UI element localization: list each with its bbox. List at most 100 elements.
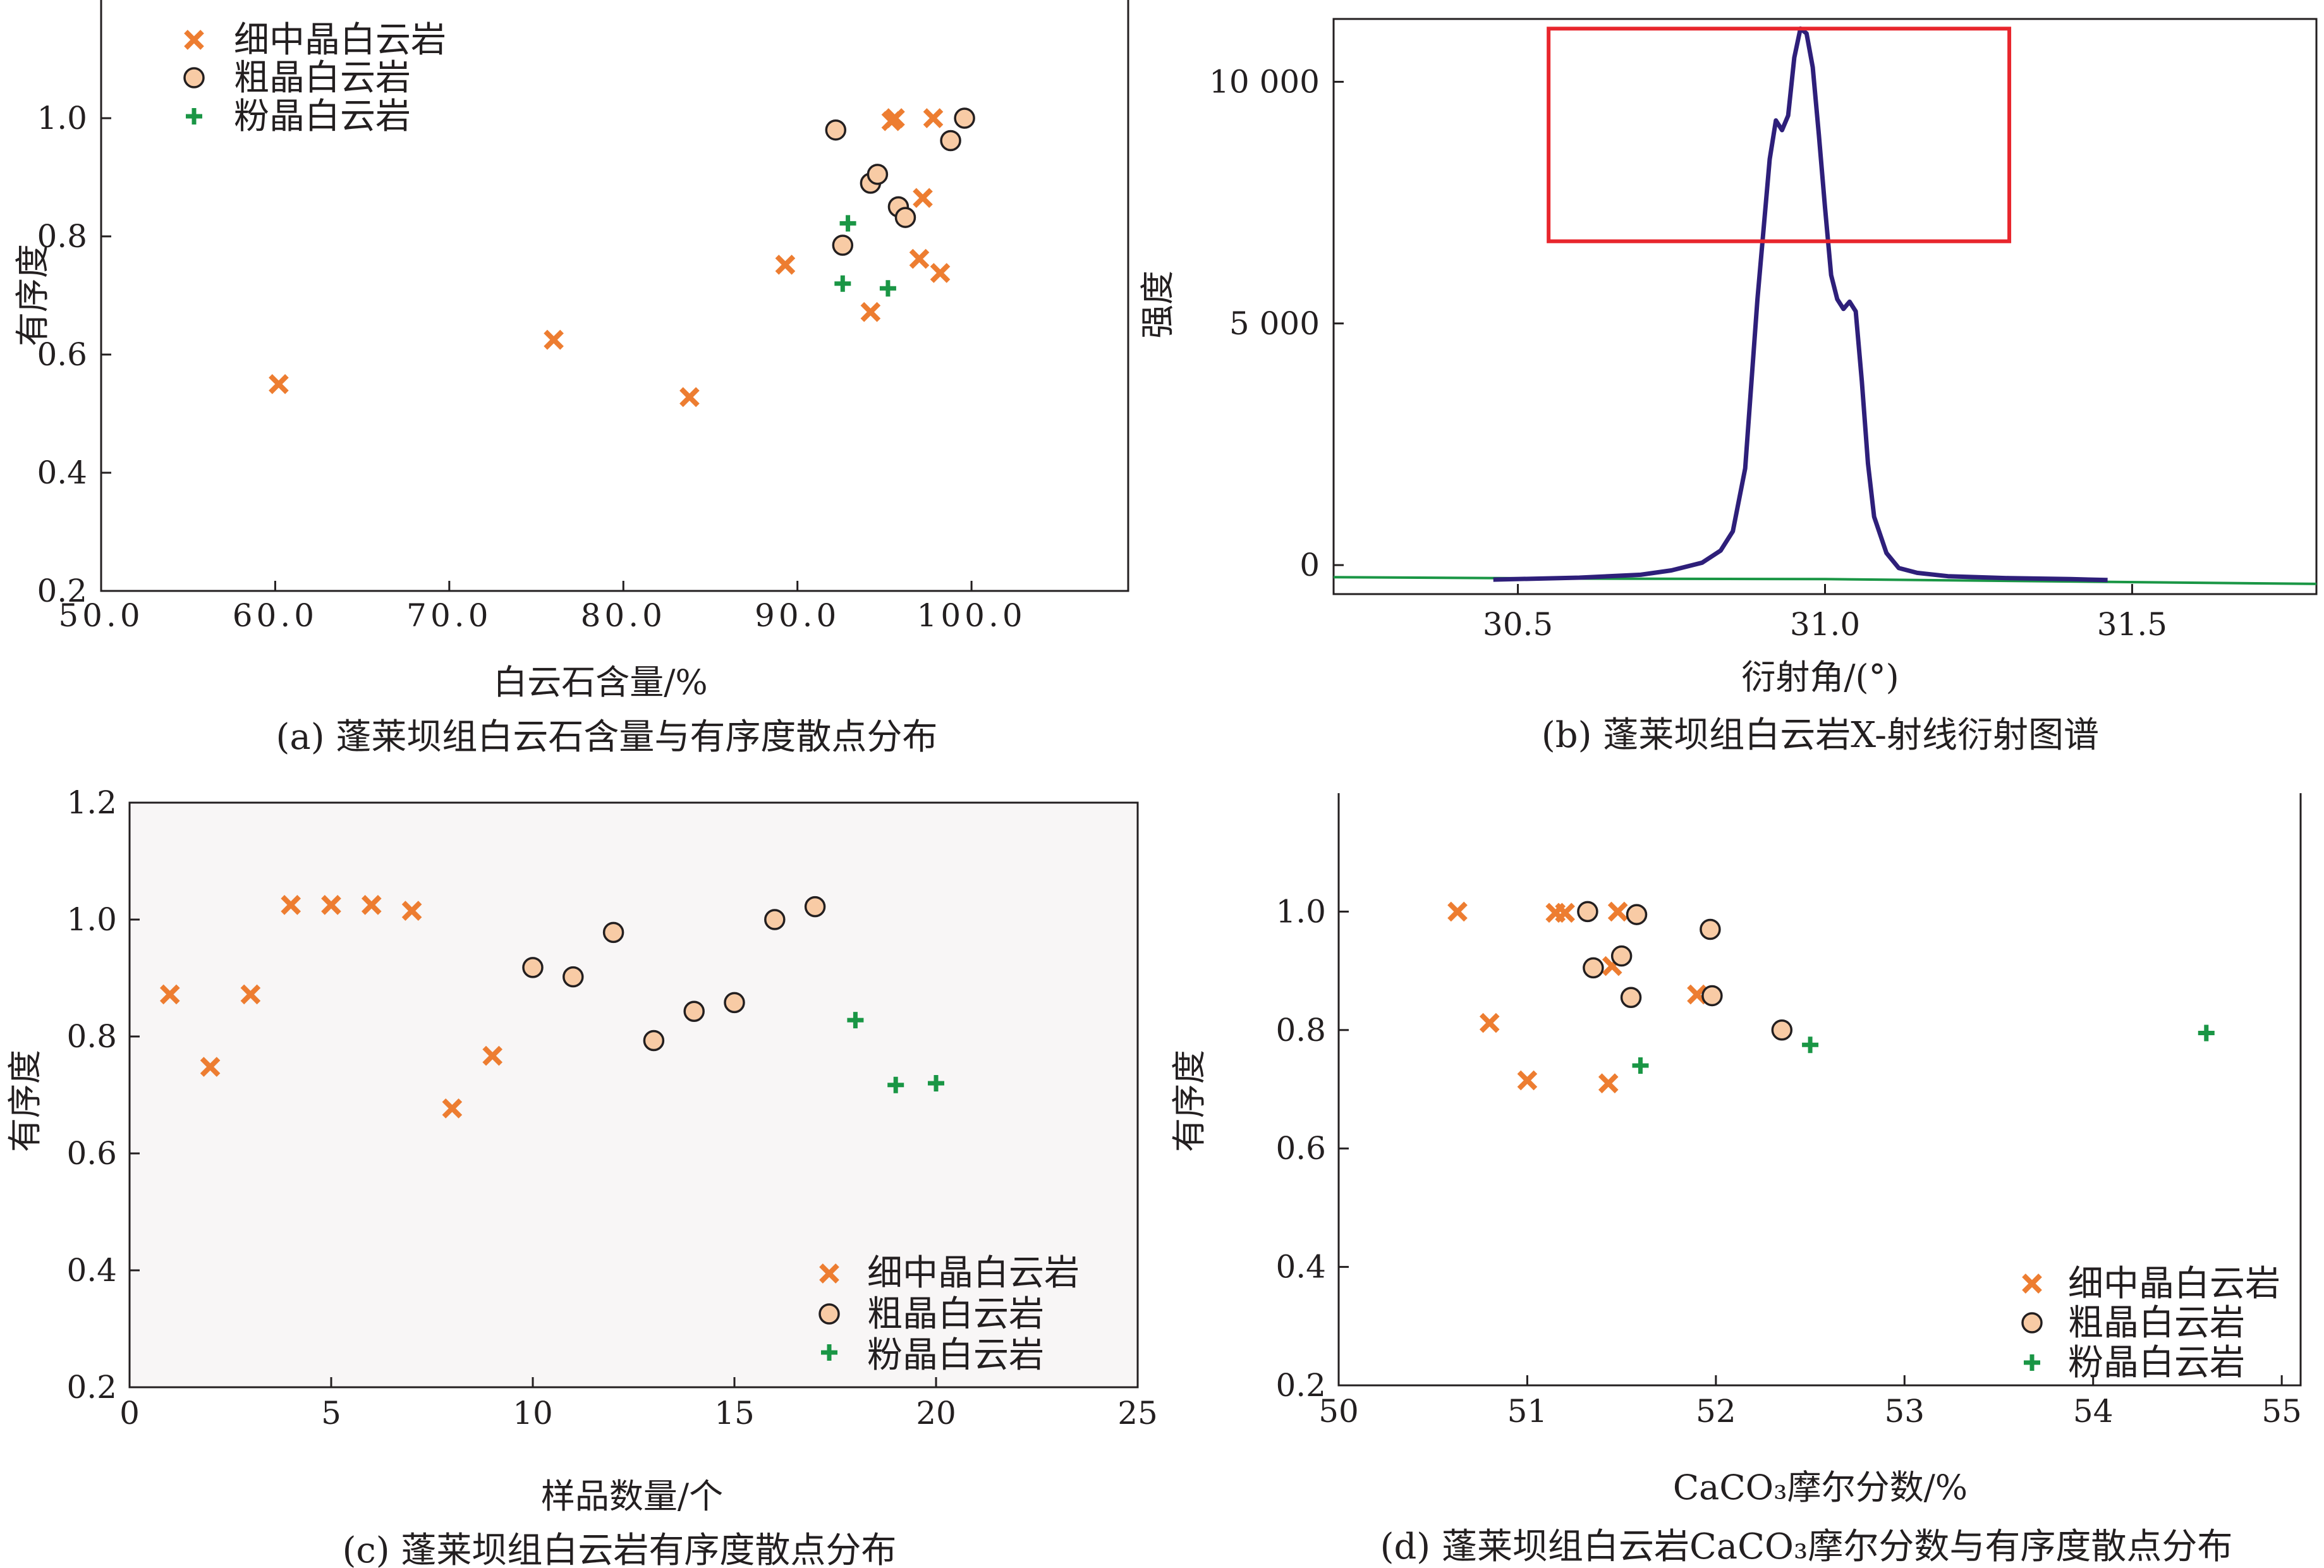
legend-plus-symbol (186, 108, 202, 125)
data-point-cross (1598, 1073, 1619, 1093)
data-point-plus (928, 1075, 944, 1091)
panel-b: 30.5 31.0 31.5 0 5 000 10 000 强度 衍射角/(°) (b)… (1138, 18, 2318, 756)
data-point-cross (482, 1045, 503, 1066)
panel-c-x-ticks: 0 5 10 15 20 25 (119, 1377, 1158, 1431)
x-tick-label: 50 (1318, 1393, 1359, 1430)
legend-plus-marker (821, 1344, 837, 1361)
legend-label-coarse: 粗晶白云岩 (234, 58, 411, 99)
panel-b-caption: (b) 蓬莱坝组白云岩X-射线衍射图谱 (1542, 715, 2099, 756)
x-tick-label: 25 (1117, 1395, 1158, 1431)
legend-plus-marker (2024, 1354, 2040, 1371)
y-tick-label: 0.6 (66, 1135, 117, 1172)
panel-b-y-ticks: 0 5 000 10 000 (1209, 63, 1344, 583)
x-tick-label: 54 (2073, 1393, 2114, 1430)
legend-circle-symbol (183, 67, 205, 88)
x-tick-label: 60.0 (233, 597, 318, 634)
x-tick-label: 20 (916, 1395, 956, 1431)
y-tick-label: 0.2 (37, 573, 87, 609)
data-point-cross (159, 984, 180, 1005)
data-point-circle (1701, 985, 1723, 1007)
panel-b-baseline-line (1333, 576, 2317, 585)
panel-c-y-ticks: 0.2 0.4 0.6 0.8 1.0 1.2 (66, 784, 140, 1406)
legend-circle-symbol (2021, 1312, 2043, 1334)
data-point-plus (1802, 1036, 1819, 1054)
x-tick-label: 30.5 (1483, 606, 1553, 643)
data-point-cross (1447, 901, 1468, 922)
data-point-cross (401, 901, 422, 921)
panel-c-y-axis-title: 有序度 (5, 1050, 45, 1152)
data-point-cross (1517, 1070, 1538, 1091)
legend-circle-marker (183, 67, 205, 88)
y-tick-label: 1.0 (37, 100, 87, 137)
panel-d-data-marks (1447, 901, 2215, 1093)
data-point-plus (847, 1012, 864, 1029)
data-point-cross (1555, 903, 1575, 923)
data-point-plus (1632, 1057, 1649, 1074)
panel-a-x-axis-title: 白云石含量/% (493, 662, 708, 702)
legend-label-powder: 粉晶白云岩 (2068, 1342, 2245, 1383)
data-point-circle (1620, 987, 1642, 1009)
legend-circle-marker (818, 1303, 840, 1325)
legend-circle-symbol (818, 1303, 840, 1325)
data-point-cross (775, 255, 796, 275)
data-point-circle (724, 992, 745, 1014)
panel-b-x-axis-title: 衍射角/(°) (1741, 657, 1899, 697)
panel-a-data-marks (269, 107, 975, 408)
data-point-cross (1479, 1012, 1500, 1033)
y-tick-label: 0.6 (1275, 1130, 1326, 1167)
legend-plus-symbol (2024, 1354, 2040, 1371)
data-point-cross (930, 263, 951, 283)
data-point-circle (1577, 901, 1598, 923)
y-tick-label: 5 000 (1229, 305, 1320, 342)
legend-cross-marker (819, 1263, 839, 1284)
panel-a-axes-frame (100, 0, 1129, 592)
data-point-cross (321, 895, 341, 915)
legend-cross-symbol (184, 30, 204, 50)
panel-a-caption: (a) 蓬莱坝组白云石含量与有序度散点分布 (276, 717, 938, 758)
data-point-plus (2198, 1024, 2215, 1042)
panel-c: 0 5 10 15 20 25 0.2 0.4 0.6 0.8 1.0 1.2 细中晶白云岩 粗晶白… (5, 784, 1158, 1568)
x-tick-label: 53 (1884, 1393, 1925, 1430)
legend-label-fine-medium: 细中晶白云岩 (2068, 1263, 2280, 1304)
data-point-circle (832, 234, 854, 256)
legend-plus-symbol (821, 1344, 837, 1361)
x-tick-label: 100.0 (917, 597, 1026, 634)
panel-d-axes-frame (1337, 793, 2302, 1387)
data-point-circle (602, 921, 624, 944)
data-point-cross (442, 1098, 463, 1119)
data-point-circle (1610, 945, 1633, 967)
panel-d-y-axis-title: 有序度 (1169, 1050, 1209, 1152)
data-point-circle (804, 896, 826, 918)
legend-cross-marker (2022, 1273, 2042, 1294)
x-tick-label: 31.0 (1790, 606, 1860, 643)
data-point-circle (1700, 918, 1721, 940)
data-point-plus (887, 1076, 904, 1093)
y-tick-label: 0.4 (37, 454, 87, 491)
panel-b-y-axis-title: 强度 (1138, 270, 1177, 339)
data-point-plus (879, 280, 896, 297)
data-point-circle (764, 909, 786, 930)
data-point-cross (200, 1057, 221, 1077)
legend-cross-symbol (2022, 1273, 2042, 1294)
data-point-cross (269, 374, 289, 394)
panel-a: 50.0 60.0 70.0 80.0 90.0 100.0 0.2 0.4 0.6 0.8 1.… (13, 0, 1129, 758)
data-point-circle (825, 119, 847, 141)
legend-label-coarse: 粗晶白云岩 (2068, 1303, 2245, 1344)
data-point-circle (683, 1000, 705, 1022)
x-tick-label: 80.0 (581, 597, 666, 634)
data-point-cross (923, 108, 944, 128)
panel-c-axes-frame (128, 801, 1139, 1389)
data-point-circle (867, 164, 889, 185)
panel-b-highlight-box (1547, 27, 2012, 243)
legend-label-coarse: 粗晶白云岩 (867, 1294, 1044, 1335)
panel-d-y-ticks: 0.2 0.4 0.6 0.8 1.0 (1275, 893, 1349, 1404)
y-tick-label: 0.8 (37, 218, 87, 255)
y-tick-label: 1.2 (66, 784, 117, 821)
x-tick-label: 51 (1507, 1393, 1548, 1430)
y-tick-label: 0 (1299, 547, 1320, 583)
panel-c-x-axis-title: 样品数量/个 (541, 1476, 723, 1516)
x-tick-label: 70.0 (406, 597, 492, 634)
x-tick-label: 5 (321, 1395, 341, 1431)
panel-d-x-ticks: 50 51 52 53 54 55 (1318, 1375, 2302, 1430)
